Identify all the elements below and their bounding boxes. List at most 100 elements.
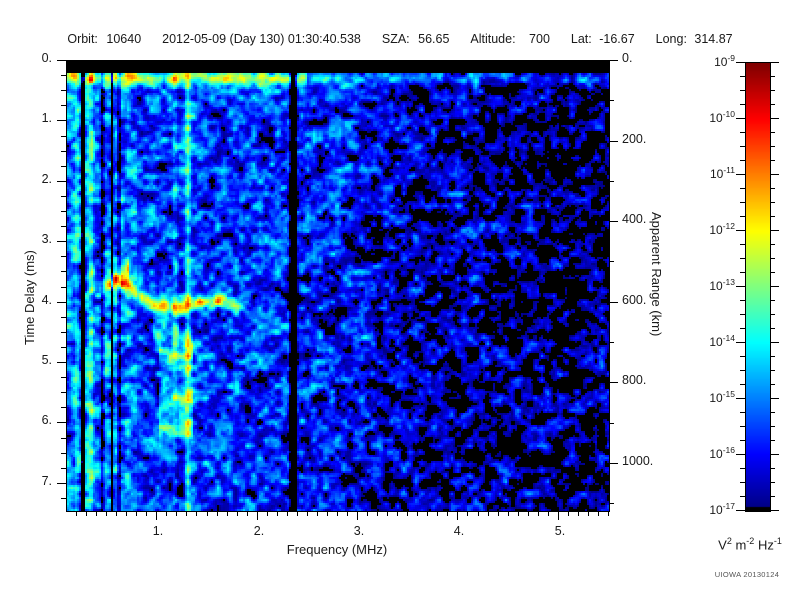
- x-tick-2.2: [277, 511, 278, 516]
- y-tick-4.25: [61, 317, 66, 318]
- x-tick-2.1: [267, 511, 268, 516]
- x-tick-1.0: [156, 511, 157, 520]
- unit-meter-exp: -2: [746, 536, 755, 546]
- x-tick-5.4: [598, 511, 599, 516]
- cbar-tick-l--12.25: [740, 244, 745, 245]
- x-tick-3.1: [367, 511, 368, 516]
- cbar-tick-r--10.25: [770, 132, 775, 133]
- cbar-tick-label--9: 10-9: [714, 53, 735, 69]
- cbar-tick-r--10.5: [770, 146, 775, 147]
- cbar-tick-r--16: [770, 454, 779, 455]
- cbar-tick-r--14: [770, 342, 779, 343]
- sza-value: 56.65: [418, 32, 450, 46]
- y2-tick-label-4: 800.: [622, 373, 647, 387]
- y-tick-4.00: [57, 302, 66, 303]
- y-tick-0.00: [57, 60, 66, 61]
- y-tick-4.75: [61, 347, 66, 348]
- x-tick-1.1: [166, 511, 167, 516]
- cbar-tick-r--16.5: [770, 482, 775, 483]
- y2-tick-label-5: 1000.: [622, 454, 654, 468]
- x-tick-4.5: [508, 511, 509, 516]
- x-tick-1.8: [237, 511, 238, 516]
- cbar-tick-l--17: [736, 510, 745, 511]
- cbar-tick-l--16: [736, 454, 745, 455]
- y-tick-label-0: 0.: [41, 51, 52, 65]
- y-tick-5.25: [61, 377, 66, 378]
- y-tick-label-4: 4.: [41, 293, 52, 307]
- cbar-tick-l--9: [736, 62, 745, 63]
- x-tick-label-1: 1.: [152, 524, 164, 538]
- y-tick-7.25: [61, 498, 66, 499]
- x-tick-2.4: [297, 511, 298, 516]
- x-tick-0.5: [106, 511, 107, 516]
- y-tick-label-3: 3.: [41, 232, 52, 246]
- y-tick-0.50: [61, 90, 66, 91]
- y-tick-0.75: [61, 105, 66, 106]
- x-tick-3.9: [447, 511, 448, 516]
- cbar-tick-label--16: 10-16: [709, 445, 735, 461]
- cbar-tick-r--15.75: [770, 440, 775, 441]
- cbar-tick-l--16.75: [740, 496, 745, 497]
- x-tick-4.2: [478, 511, 479, 516]
- cbar-tick-r--10.75: [770, 160, 775, 161]
- cbar-tick-l--12: [736, 230, 745, 231]
- x-tick-5.1: [568, 511, 569, 516]
- x-tick-4.6: [518, 511, 519, 516]
- datetime-value: 2012-05-09 (Day 130) 01:30:40.538: [162, 32, 361, 46]
- y2-tick-400: [609, 221, 618, 222]
- cbar-tick-l--13.75: [740, 328, 745, 329]
- cbar-tick-l--15: [736, 398, 745, 399]
- x-tick-2.7: [327, 511, 328, 516]
- cbar-tick-l--12.75: [740, 272, 745, 273]
- x-tick-label-4: 4.: [453, 524, 465, 538]
- y-tick-2.00: [57, 181, 66, 182]
- y-tick-3.00: [57, 241, 66, 242]
- cbar-tick-l--10.25: [740, 132, 745, 133]
- x-tick-5.5: [608, 511, 609, 516]
- y2-tick-label-1: 200.: [622, 132, 647, 146]
- cbar-tick-l--9.5: [740, 90, 745, 91]
- sza-label: SZA:: [381, 32, 410, 46]
- x-tick-label-5: 5.: [554, 524, 566, 538]
- x-tick-0.4: [96, 511, 97, 516]
- cbar-tick-l--15.5: [740, 426, 745, 427]
- y-tick-4.50: [61, 332, 66, 333]
- cbar-tick-r--14.25: [770, 356, 775, 357]
- x-tick-3.3: [387, 511, 388, 516]
- credit-text: UIOWA 20130124: [714, 570, 780, 579]
- x-tick-3.8: [437, 511, 438, 516]
- cbar-tick-l--14.25: [740, 356, 745, 357]
- y2-tick-label-0: 0.: [622, 51, 633, 65]
- y-tick-6.75: [61, 468, 66, 469]
- cbar-tick-r--16.25: [770, 468, 775, 469]
- y2-axis-title: Apparent Range (km): [649, 212, 664, 337]
- cbar-tick-r--16.75: [770, 496, 775, 497]
- cbar-tick-r--11.75: [770, 216, 775, 217]
- cbar-tick-r--13.5: [770, 314, 775, 315]
- y-tick-label-6: 6.: [41, 413, 52, 427]
- cbar-tick-l--10: [736, 118, 745, 119]
- y-tick-label-1: 1.: [41, 111, 52, 125]
- cbar-tick-r--13: [770, 286, 779, 287]
- cbar-tick-r--13.25: [770, 300, 775, 301]
- x-tick-0.6: [116, 511, 117, 516]
- x-tick-0.8: [136, 511, 137, 516]
- x-tick-1.2: [176, 511, 177, 516]
- y2-tick-200: [609, 141, 618, 142]
- y2-tick-100: [609, 100, 614, 101]
- y-tick-1.25: [61, 136, 66, 137]
- x-tick-0.2: [76, 511, 77, 516]
- cbar-tick-label--12: 10-12: [709, 221, 735, 237]
- unit-volt-exp: 2: [726, 536, 732, 546]
- x-tick-2.0: [257, 511, 258, 520]
- long-value: 314.87: [694, 32, 733, 46]
- cbar-tick-r--15: [770, 398, 779, 399]
- y-tick-7.00: [57, 483, 66, 484]
- altitude-value: 700: [529, 32, 550, 46]
- cbar-tick-l--13: [736, 286, 745, 287]
- y2-tick-label-2: 400.: [622, 212, 647, 226]
- cbar-tick-l--9.75: [740, 104, 745, 105]
- x-tick-1.6: [217, 511, 218, 516]
- x-tick-0.9: [146, 511, 147, 516]
